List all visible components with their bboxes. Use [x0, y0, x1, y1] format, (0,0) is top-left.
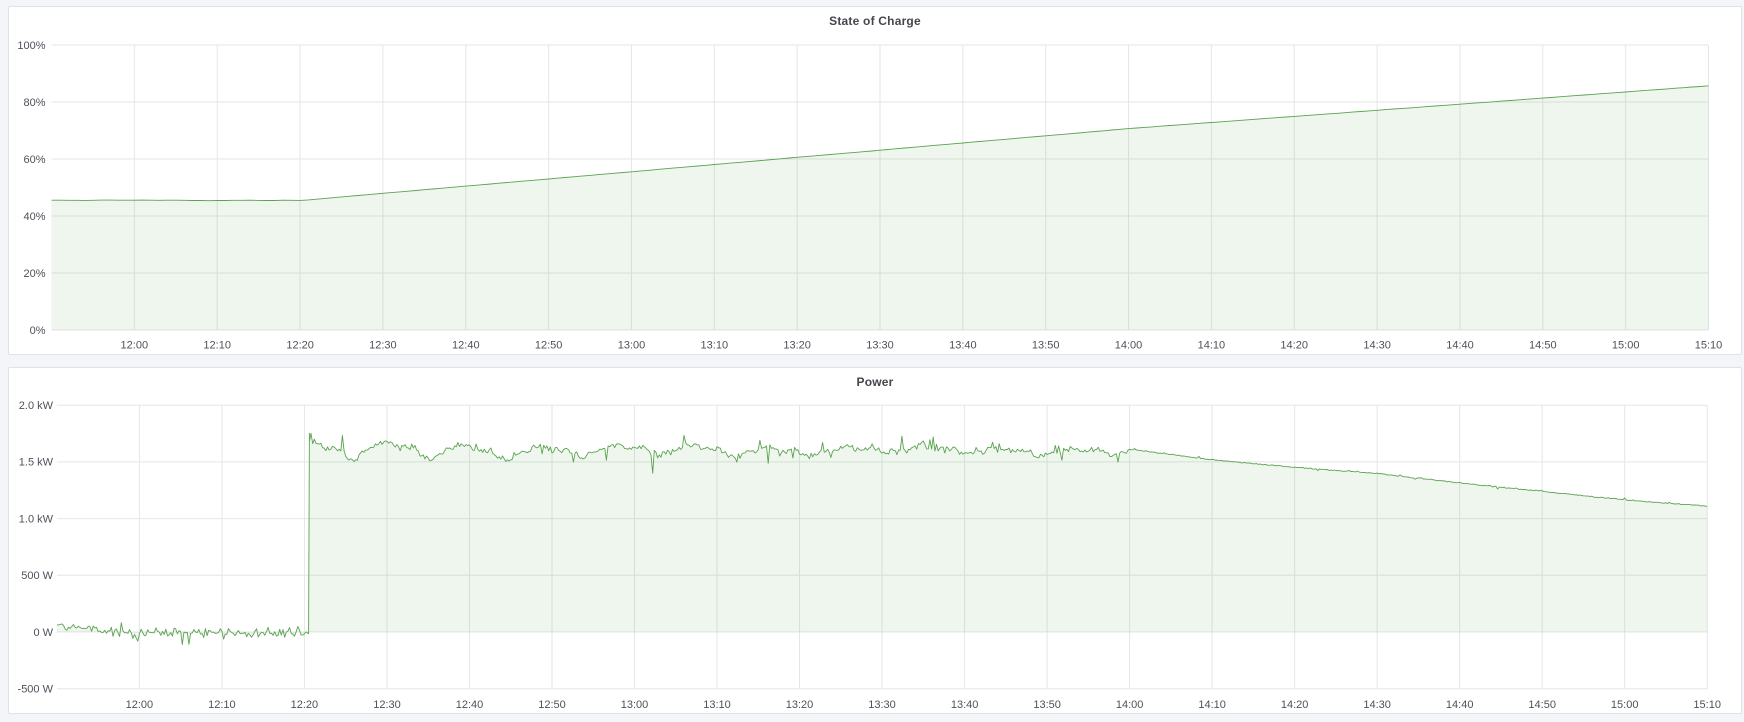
svg-text:14:40: 14:40 [1446, 340, 1474, 352]
svg-text:15:10: 15:10 [1695, 340, 1723, 352]
svg-text:12:50: 12:50 [538, 699, 566, 711]
svg-text:12:10: 12:10 [203, 340, 231, 352]
svg-text:12:20: 12:20 [286, 340, 314, 352]
svg-text:80%: 80% [23, 97, 45, 109]
svg-text:1.5 kW: 1.5 kW [19, 457, 54, 469]
svg-text:13:40: 13:40 [949, 340, 977, 352]
svg-text:14:20: 14:20 [1281, 699, 1309, 711]
svg-text:12:00: 12:00 [121, 340, 149, 352]
svg-text:14:10: 14:10 [1198, 340, 1226, 352]
svg-text:13:40: 13:40 [951, 699, 979, 711]
svg-text:13:30: 13:30 [866, 340, 894, 352]
svg-text:14:30: 14:30 [1363, 340, 1391, 352]
svg-text:0%: 0% [30, 325, 46, 337]
svg-text:14:20: 14:20 [1280, 340, 1308, 352]
svg-text:14:10: 14:10 [1198, 699, 1226, 711]
svg-text:13:50: 13:50 [1033, 699, 1061, 711]
svg-text:13:50: 13:50 [1032, 340, 1060, 352]
svg-text:40%: 40% [23, 211, 45, 223]
svg-text:1.0 kW: 1.0 kW [19, 513, 54, 525]
svg-text:14:50: 14:50 [1529, 340, 1557, 352]
svg-text:14:30: 14:30 [1363, 699, 1391, 711]
svg-text:2.0 kW: 2.0 kW [19, 400, 54, 412]
svg-text:15:00: 15:00 [1611, 699, 1639, 711]
svg-text:500 W: 500 W [21, 570, 53, 582]
svg-text:14:00: 14:00 [1116, 699, 1144, 711]
svg-text:12:00: 12:00 [126, 699, 154, 711]
svg-text:15:10: 15:10 [1693, 699, 1721, 711]
svg-text:13:10: 13:10 [703, 699, 731, 711]
svg-text:13:00: 13:00 [621, 699, 649, 711]
svg-text:13:30: 13:30 [868, 699, 896, 711]
svg-text:100%: 100% [17, 40, 45, 52]
svg-text:20%: 20% [23, 268, 45, 280]
svg-text:14:00: 14:00 [1115, 340, 1143, 352]
svg-text:14:40: 14:40 [1446, 699, 1474, 711]
svg-text:12:10: 12:10 [208, 699, 236, 711]
svg-text:13:20: 13:20 [786, 699, 814, 711]
svg-text:13:20: 13:20 [783, 340, 811, 352]
svg-text:60%: 60% [23, 154, 45, 166]
svg-text:12:30: 12:30 [373, 699, 401, 711]
svg-text:12:20: 12:20 [291, 699, 319, 711]
svg-text:-500 W: -500 W [18, 684, 54, 696]
svg-text:12:40: 12:40 [452, 340, 480, 352]
svg-text:15:00: 15:00 [1612, 340, 1640, 352]
svg-text:0 W: 0 W [33, 627, 53, 639]
svg-text:12:40: 12:40 [456, 699, 484, 711]
svg-text:14:50: 14:50 [1528, 699, 1556, 711]
svg-text:13:00: 13:00 [618, 340, 646, 352]
svg-text:13:10: 13:10 [701, 340, 729, 352]
svg-text:12:30: 12:30 [369, 340, 397, 352]
svg-text:12:50: 12:50 [535, 340, 563, 352]
